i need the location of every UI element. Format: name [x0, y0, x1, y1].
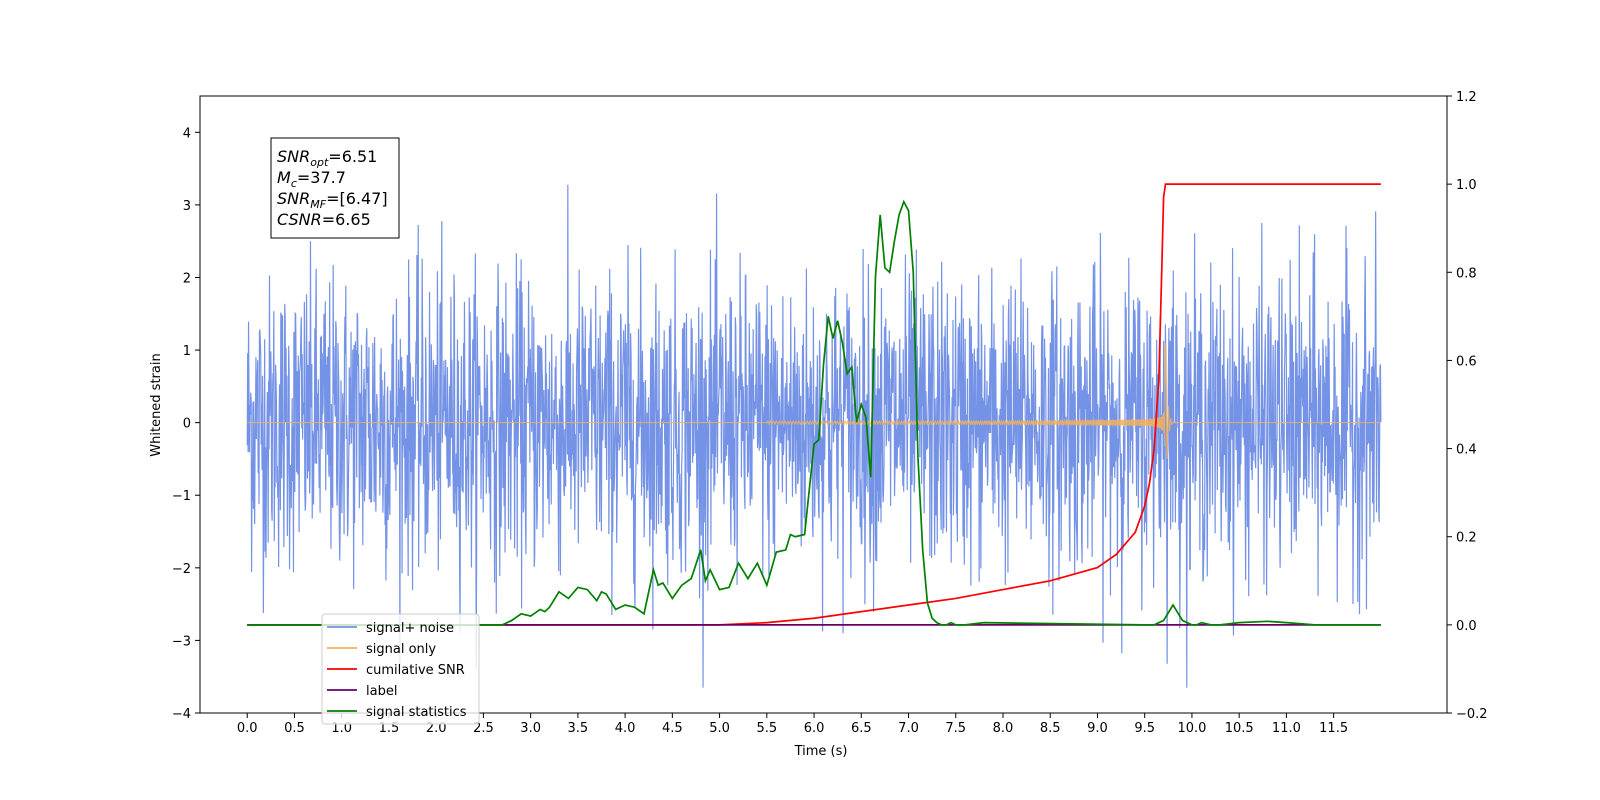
y-tick-label: 2 — [183, 271, 191, 286]
y2-tick-label: 0.0 — [1456, 619, 1477, 634]
series-cumilative-snr — [247, 183, 1381, 626]
y-tick-label: −4 — [172, 707, 191, 722]
legend-label: signal statistics — [366, 705, 467, 720]
plot-frame — [199, 95, 1448, 714]
x-tick-label: 8.0 — [993, 721, 1014, 736]
series-signal-noise — [246, 184, 1382, 688]
y-axis-right: −0.2 0.0 0.2 0.4 0.6 0.8 1.0 1.2 — [1447, 90, 1488, 722]
x-tick-label: 7.5 — [945, 721, 966, 736]
annotation-box — [270, 137, 400, 239]
y-tick-label: −1 — [172, 489, 191, 504]
y-axis-label: Whitened strain — [149, 353, 164, 456]
annotation-csnr: CSNR=6.65 — [277, 210, 371, 229]
x-tick-label: 9.0 — [1087, 721, 1108, 736]
y-tick-label: −2 — [172, 562, 191, 577]
x-tick-label: 1.5 — [379, 721, 400, 736]
y2-tick-label: −0.2 — [1456, 707, 1488, 722]
x-tick-label: 2.5 — [473, 721, 494, 736]
x-tick-label: 10.5 — [1225, 721, 1254, 736]
series-signal-only — [247, 343, 1381, 459]
annotation-snr-mf: SNRMF=[6.47] — [277, 189, 388, 211]
y2-tick-label: 1.0 — [1456, 178, 1477, 193]
x-axis-label: Time (s) — [794, 744, 848, 759]
y2-tick-label: 0.6 — [1456, 354, 1477, 369]
y2-tick-label: 1.2 — [1456, 90, 1477, 105]
x-tick-label: 9.5 — [1134, 721, 1155, 736]
legend-label: label — [366, 684, 397, 699]
y-axis-left: −4 −3 −2 −1 0 1 2 3 4 — [172, 126, 200, 722]
y-tick-label: −3 — [172, 634, 191, 649]
x-tick-label: 5.0 — [709, 721, 730, 736]
x-tick-label: 10.0 — [1177, 721, 1206, 736]
legend-box — [321, 613, 480, 725]
x-tick-label: 2.0 — [426, 721, 447, 736]
y-tick-label: 4 — [183, 126, 191, 141]
x-tick-label: 6.5 — [851, 721, 872, 736]
x-tick-label: 3.5 — [568, 721, 589, 736]
legend-label: cumilative SNR — [366, 663, 465, 678]
y-tick-label: 3 — [183, 199, 191, 214]
legend-label: signal only — [366, 642, 436, 657]
x-tick-label: 1.0 — [331, 721, 352, 736]
x-axis: 0.0 0.5 1.0 1.5 2.0 2.5 3.0 3.5 4.0 4.5 5.0 5.5 6.0 6… — [237, 713, 1348, 736]
x-tick-label: 8.5 — [1040, 721, 1061, 736]
x-tick-label: 5.5 — [756, 721, 777, 736]
annotation-mc: Mc=37.7 — [277, 168, 346, 190]
x-tick-label: 7.0 — [898, 721, 919, 736]
x-tick-label: 4.5 — [662, 721, 683, 736]
legend-label: signal+ noise — [366, 621, 454, 636]
x-tick-label: 3.0 — [520, 721, 541, 736]
x-tick-label: 0.5 — [284, 721, 305, 736]
y-tick-label: 0 — [183, 417, 191, 432]
y2-tick-label: 0.8 — [1456, 266, 1477, 281]
y-tick-label: 1 — [183, 344, 191, 359]
x-tick-label: 11.0 — [1272, 721, 1301, 736]
y2-tick-label: 0.2 — [1456, 531, 1477, 546]
legend: signal+ noise signal only cumilative SNR la… — [321, 613, 480, 725]
series-signal-statistics — [247, 199, 1381, 626]
x-tick-label: 6.0 — [804, 721, 825, 736]
x-tick-label: 0.0 — [237, 721, 258, 736]
y2-tick-label: 0.4 — [1456, 443, 1477, 458]
annotation-snr-opt: SNRopt=6.51 — [277, 147, 377, 169]
x-tick-label: 4.0 — [615, 721, 636, 736]
x-tick-label: 11.5 — [1319, 721, 1348, 736]
